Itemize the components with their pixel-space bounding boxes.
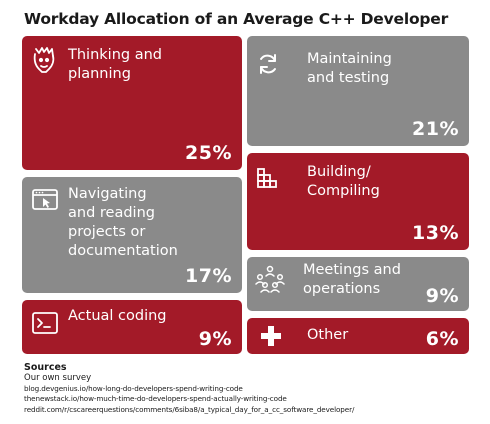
tile-value: 21% xyxy=(412,118,459,140)
sources-block: Sources Our own survey blog.devgenius.io… xyxy=(24,362,354,415)
refresh-icon xyxy=(256,52,280,76)
tile-meetings-and-operations: Meetings and operations 9% xyxy=(247,257,469,311)
source-line: Our own survey xyxy=(24,373,92,383)
plus-icon xyxy=(261,326,281,346)
blocks-icon xyxy=(256,167,280,189)
chart-title: Workday Allocation of an Average C++ Dev… xyxy=(24,10,449,28)
tile-thinking-and-planning: Thinking and planning 25% xyxy=(22,36,242,170)
tile-value: 17% xyxy=(185,265,232,287)
people-meeting-icon xyxy=(255,265,285,293)
source-line: thenewstack.io/how-much-time-do-develope… xyxy=(24,394,287,403)
source-line: blog.devgenius.io/how-long-do-developers… xyxy=(24,383,243,393)
brain-head-icon xyxy=(31,46,57,74)
source-line: reddit.com/r/cscareerquestions/comments/… xyxy=(24,404,355,414)
tile-label: Maintaining and testing xyxy=(307,51,392,86)
tile-value: 25% xyxy=(185,142,232,164)
tile-value: 9% xyxy=(425,285,459,307)
tile-label: Other xyxy=(307,327,349,343)
tile-actual-coding: Actual coding 9% xyxy=(22,300,242,354)
tile-value: 6% xyxy=(425,328,459,350)
tile-label: Building/ Compiling xyxy=(307,164,380,199)
tile-label: Navigating and reading projects or docum… xyxy=(68,186,178,259)
tile-value: 13% xyxy=(412,222,459,244)
terminal-icon xyxy=(32,312,58,334)
sources-title: Sources xyxy=(24,362,67,373)
tile-maintaining-and-testing: Maintaining and testing 21% xyxy=(247,36,469,146)
tile-value: 9% xyxy=(198,328,232,350)
tile-label: Meetings and operations xyxy=(303,262,401,297)
tile-other: Other 6% xyxy=(247,318,469,354)
tile-navigating-and-reading: Navigating and reading projects or docum… xyxy=(22,177,242,293)
tile-label: Actual coding xyxy=(68,308,167,324)
tile-label: Thinking and planning xyxy=(68,47,162,82)
tile-building-compiling: Building/ Compiling 13% xyxy=(247,153,469,250)
browser-cursor-icon xyxy=(32,189,58,211)
